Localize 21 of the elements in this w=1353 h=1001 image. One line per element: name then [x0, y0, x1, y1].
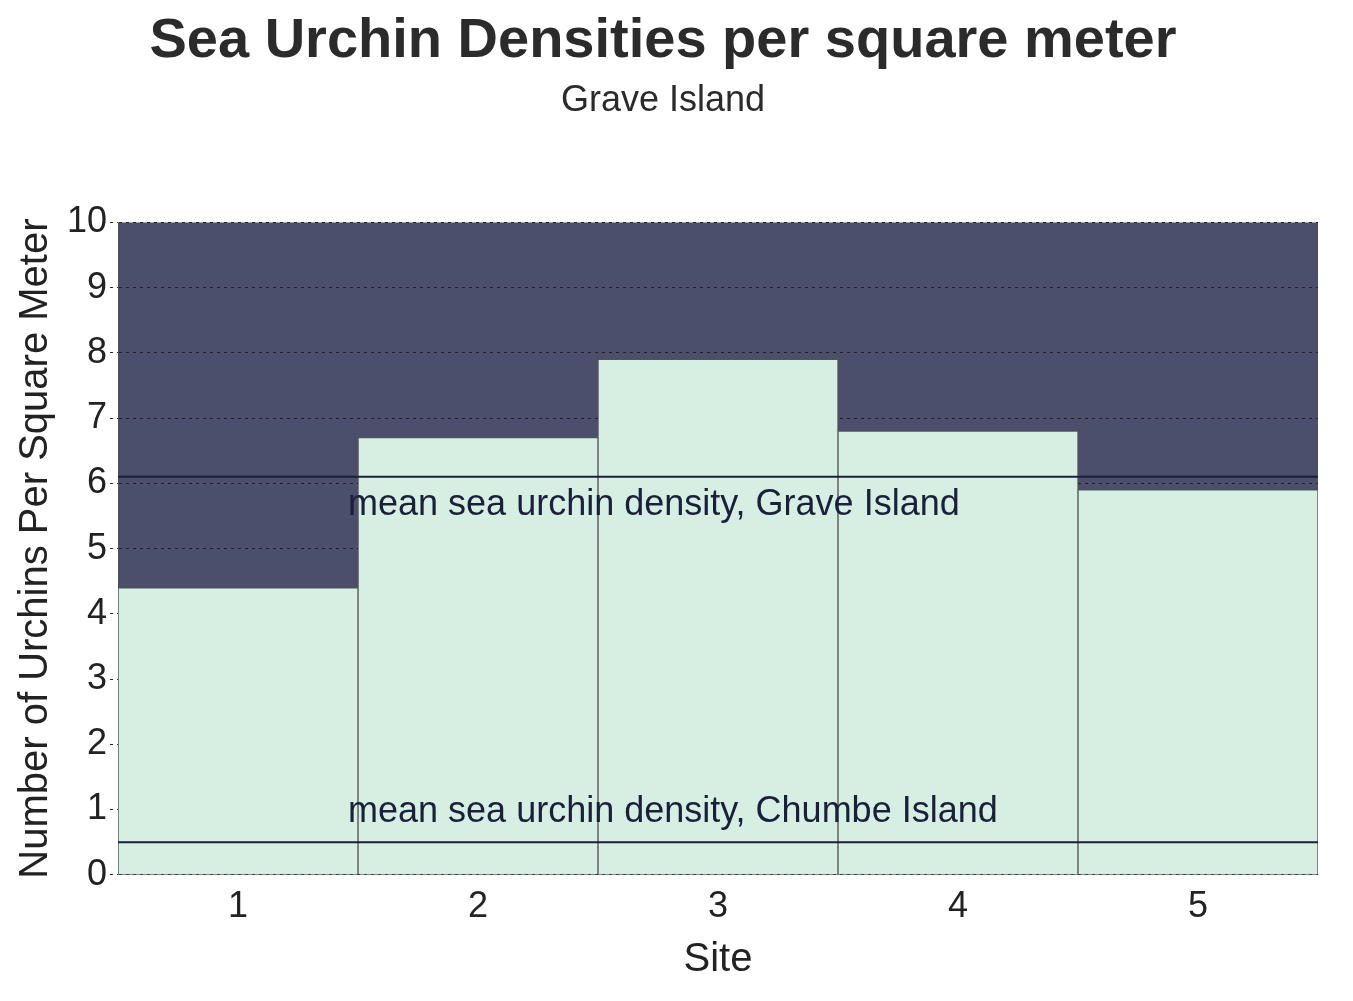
- y-tick-label: 9: [87, 264, 108, 306]
- x-tick-label: 1: [228, 884, 249, 926]
- chart-title: Sea Urchin Densities per square meter: [149, 6, 1177, 70]
- y-tick-label: 10: [67, 199, 108, 241]
- y-axis-title: Number of Urchins Per Square Meter: [11, 218, 56, 879]
- y-tick-label: 2: [87, 721, 108, 763]
- y-tick-label: 5: [87, 525, 108, 567]
- x-tick-label: 2: [468, 884, 489, 926]
- y-tick-label: 4: [87, 590, 108, 632]
- x-axis-title: Site: [683, 935, 753, 980]
- y-tick-label: 6: [87, 460, 108, 502]
- y-tick-label: 0: [87, 851, 108, 893]
- x-tick-label: 4: [948, 884, 969, 926]
- x-tick-label: 5: [1187, 884, 1209, 926]
- y-tick-label: 3: [87, 656, 108, 697]
- y-tick-label: 1: [87, 786, 108, 828]
- x-tick-label: 3: [708, 884, 729, 926]
- y-tick-label: 8: [87, 329, 108, 371]
- ref-line-label: mean sea urchin density, Chumbe Island: [348, 789, 998, 831]
- y-tick-label: 7: [87, 395, 108, 437]
- chart-subtitle: Grave Island: [560, 77, 766, 119]
